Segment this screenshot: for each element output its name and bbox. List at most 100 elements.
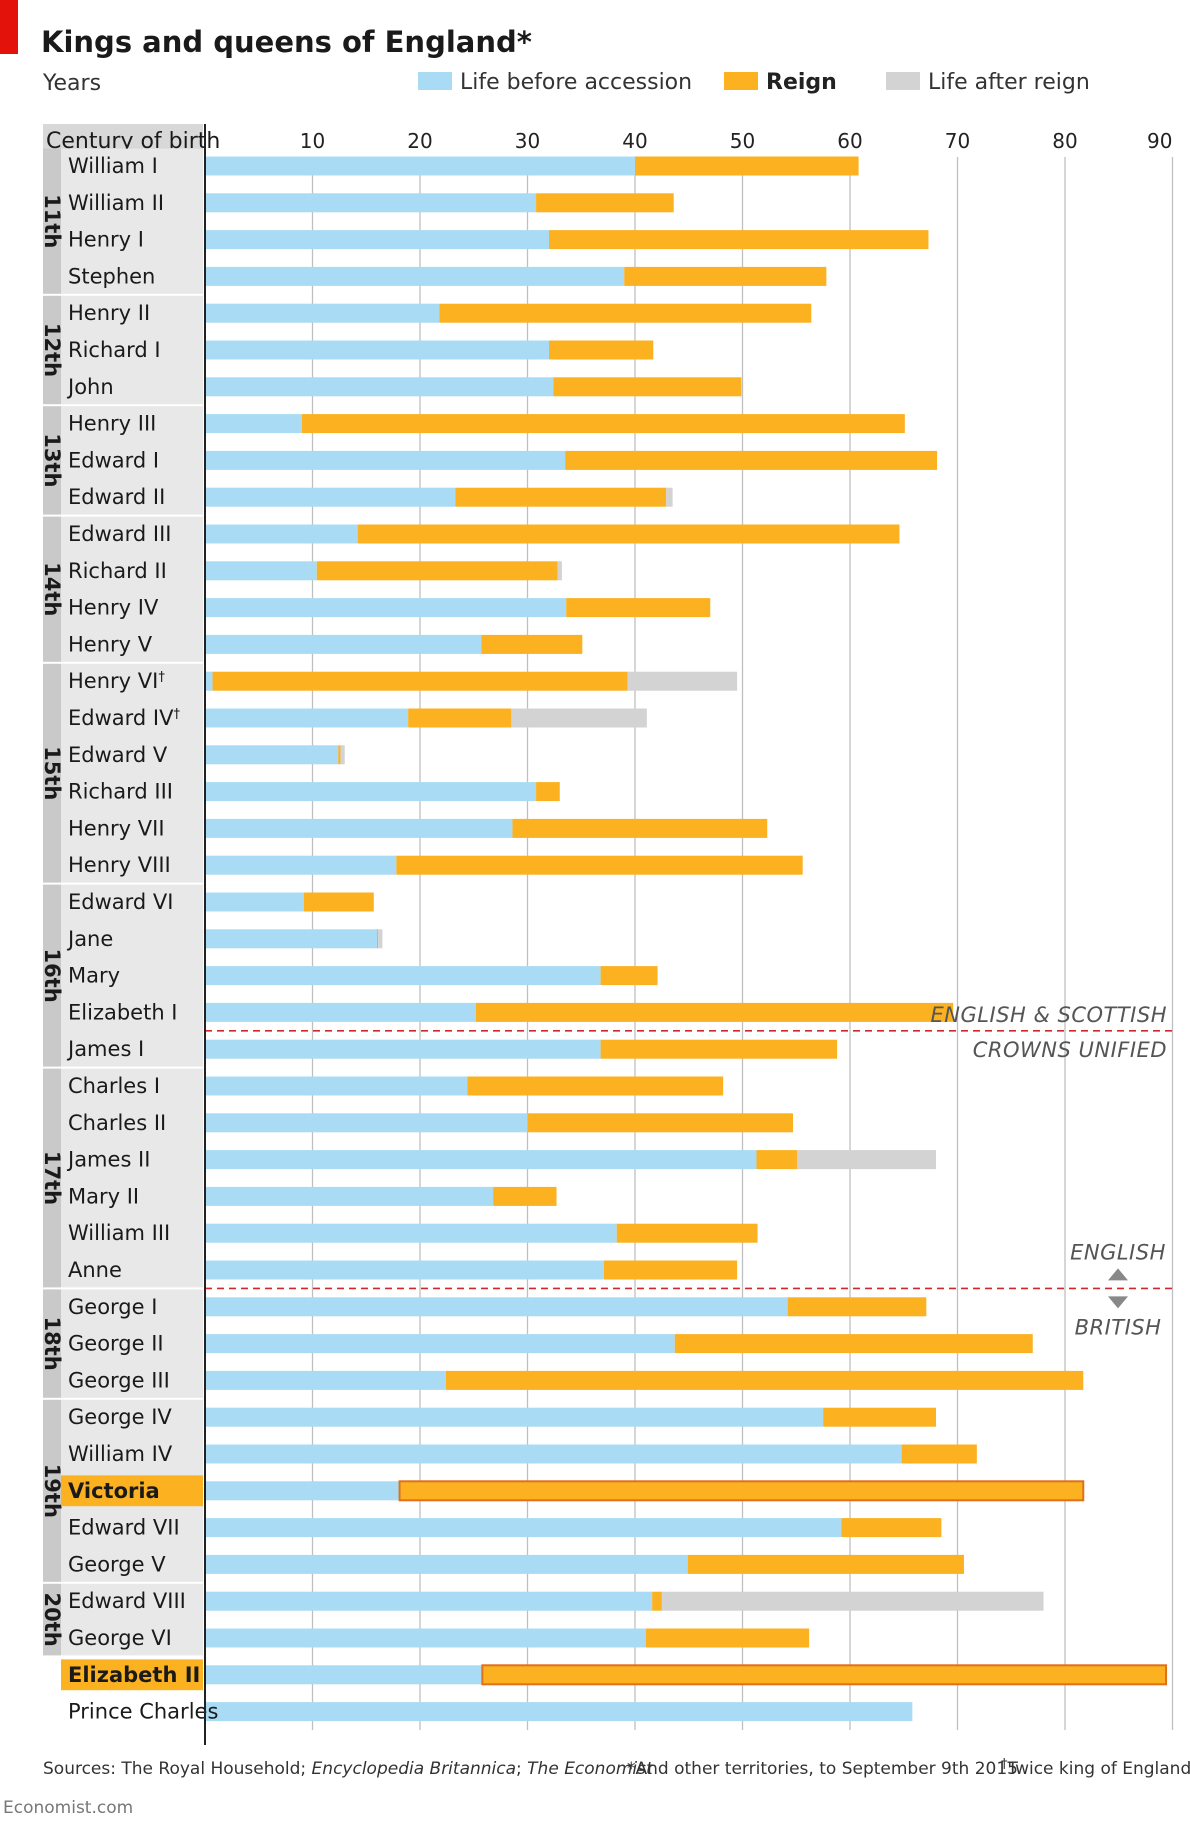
century-label: 19th (40, 1464, 64, 1518)
bar-before (205, 671, 213, 691)
monarch-name: Edward V (68, 743, 168, 767)
monarch-name: Henry II (68, 301, 150, 325)
bar-before (205, 1260, 604, 1280)
monarch-name: William III (68, 1221, 170, 1245)
monarch-name: James II (66, 1148, 150, 1172)
monarch-name: Edward VII (68, 1516, 180, 1540)
century-block (61, 1289, 203, 1398)
legend-swatch (418, 72, 452, 90)
bar-reign (674, 1334, 1033, 1354)
century-stripe (43, 516, 61, 662)
century-label: 16th (40, 948, 64, 1002)
bar-reign (600, 966, 658, 986)
bar-before (205, 1334, 675, 1354)
bar-reign (635, 156, 859, 176)
monarch-name: Henry IV (68, 596, 159, 620)
x-tick-label: 40 (622, 129, 647, 153)
monarch-name: Edward IV† (68, 706, 180, 730)
bar-reign (536, 782, 560, 802)
bar-before (205, 1444, 902, 1464)
monarch-name: George II (68, 1332, 164, 1356)
divider-label: ENGLISH & SCOTTISH (931, 1003, 1167, 1027)
bar-reign (652, 1591, 662, 1611)
highlight-label-bg (61, 1659, 203, 1691)
monarch-name: Prince Charles (68, 1700, 218, 1724)
divider-label: ENGLISH (1070, 1240, 1166, 1264)
bar-before (205, 634, 482, 654)
bar-after (666, 487, 673, 507)
bar-after (661, 1591, 1044, 1611)
bar-reign (357, 524, 900, 544)
asterisk-note: *And other territories, to September 9th… (627, 1759, 1018, 1779)
bar-reign (823, 1407, 936, 1427)
monarch-name: Edward I (68, 448, 159, 472)
x-tick-label: 80 (1052, 129, 1077, 153)
monarch-name: George VI (68, 1626, 172, 1650)
legend-label: Life before accession (460, 70, 692, 95)
monarch-name: John (66, 375, 114, 399)
monarch-name: Charles I (68, 1074, 160, 1098)
monarch-name: Richard III (68, 780, 173, 804)
century-block (61, 148, 203, 294)
century-stripe (43, 406, 61, 515)
monarch-name: Elizabeth II (68, 1663, 200, 1687)
brand-label: Economist.com (3, 1798, 133, 1818)
bar-reign (600, 1039, 838, 1059)
bar-reign (901, 1444, 977, 1464)
monarch-name: James I (66, 1037, 144, 1061)
monarch-name: Henry VII (68, 816, 165, 840)
bar-after (340, 745, 345, 765)
monarch-name: Charles II (68, 1111, 166, 1135)
bar-after (557, 561, 562, 581)
bar-before (205, 598, 567, 618)
monarch-name: Edward VI (68, 890, 173, 914)
bar-reign (475, 1002, 954, 1022)
dagger-note: †Twice king of England (1001, 1757, 1190, 1779)
bar-before (205, 303, 440, 323)
legend-label: Life after reign (928, 70, 1090, 95)
bar-after (797, 1150, 936, 1170)
bar-before (205, 1665, 483, 1685)
monarch-name: George V (68, 1552, 166, 1576)
bar-before (205, 1223, 617, 1243)
divider-label: CROWNS UNIFIED (973, 1038, 1167, 1062)
bar-before (205, 524, 358, 544)
bar-before (205, 1518, 842, 1538)
century-block (61, 663, 203, 883)
monarch-name: George I (68, 1295, 157, 1319)
century-stripe (43, 1289, 61, 1398)
bar-reign (445, 1370, 1084, 1390)
bar-before (205, 487, 456, 507)
monarch-name: Mary (68, 964, 120, 988)
bar-before (205, 1407, 824, 1427)
monarch-name: George III (68, 1368, 170, 1392)
century-block (61, 516, 203, 662)
bar-before (205, 1113, 528, 1133)
bar-reign (301, 414, 905, 434)
brand-red-tag (0, 0, 18, 54)
monarch-name: Henry III (68, 412, 156, 436)
century-block (61, 1068, 203, 1288)
century-groups: 11th 12th 13th 14th 15th 16th 17th 18th 19th 20th (40, 148, 203, 1656)
century-label: 17th (40, 1151, 64, 1205)
century-stripe (43, 1399, 61, 1582)
monarch-name: William IV (68, 1442, 173, 1466)
bar-after (627, 671, 738, 691)
bar-before (205, 1591, 653, 1611)
monarch-name: William I (68, 154, 158, 178)
x-tick-label: 70 (945, 129, 970, 153)
monarch-name: Richard II (68, 559, 167, 583)
bar-before (205, 377, 554, 397)
bar-before (205, 450, 566, 470)
x-tick-label: 20 (407, 129, 432, 153)
monarch-name: Henry VIII (68, 853, 171, 877)
bar-reign (687, 1554, 964, 1574)
century-block (61, 884, 203, 1067)
annotations: ENGLISH & SCOTTISH CROWNS UNIFIED ENGLISH B… (205, 1003, 1172, 1339)
bar-reign (787, 1297, 927, 1317)
century-stripe (43, 1583, 61, 1656)
bar-before (205, 966, 601, 986)
bar-reign (439, 303, 812, 323)
century-stripe (43, 884, 61, 1067)
